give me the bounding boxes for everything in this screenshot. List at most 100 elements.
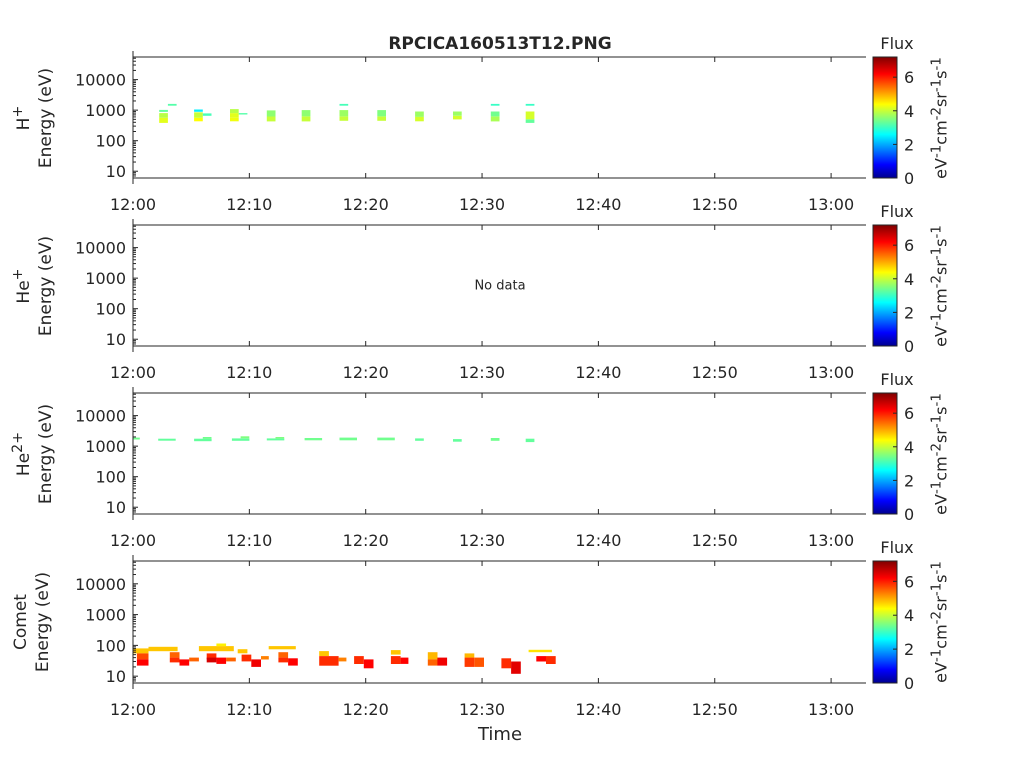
heatmap-cell <box>490 103 500 106</box>
colorbar-gradient <box>872 56 898 179</box>
panel-2: 12:00 12:10 12:20 12:30 12:40 12:50 13:00 10 100… <box>75 202 914 382</box>
colorbar-tick-label: 4 <box>904 102 914 121</box>
colorbar-unit-label: eV-1cm-2sr-1s-1 <box>929 561 951 683</box>
heatmap-cell <box>278 657 289 663</box>
colorbar-gradient <box>872 224 898 347</box>
x-tick-label: 12:00 <box>110 363 156 382</box>
heatmap-cell <box>339 437 357 441</box>
y-tick-label: 10 <box>106 498 126 517</box>
heatmap-cell <box>159 113 168 118</box>
heatmap-cell <box>437 657 448 666</box>
colorbar-unit-label: eV-1cm-2sr-1s-1 <box>929 56 951 179</box>
heatmap-cell <box>363 659 374 669</box>
y-axis-label: Comet Energy (eV) <box>10 572 54 672</box>
heatmap-cell <box>501 658 512 669</box>
colorbar-tick-label: 2 <box>904 640 914 659</box>
heatmap-cell <box>339 110 349 117</box>
colorbar-unit-label: eV-1cm-2sr-1s-1 <box>929 224 951 347</box>
x-tick-label: 13:00 <box>808 363 854 382</box>
colorbar-tick-label: 4 <box>904 438 914 457</box>
y-tick-label: 10 <box>106 667 126 686</box>
x-tick-label: 12:40 <box>575 363 621 382</box>
heatmap-cell <box>194 109 203 112</box>
x-tick-label: 12:30 <box>459 531 505 550</box>
heatmap-cell <box>525 119 535 123</box>
y-tick-label: 10000 <box>75 575 126 594</box>
heatmap-cell <box>319 656 339 666</box>
y-tick-label: 100 <box>95 636 126 655</box>
heatmap-cell <box>266 116 276 122</box>
heatmap-cell <box>377 116 386 121</box>
heatmap-cell <box>194 117 203 122</box>
colorbar-tick-label: 0 <box>904 505 914 524</box>
heatmap-cell <box>525 111 535 120</box>
x-tick-label: 12:20 <box>343 195 389 214</box>
x-tick-label: 12:30 <box>459 363 505 382</box>
x-tick-label: 12:30 <box>459 195 505 214</box>
y-tick-label: 1000 <box>85 437 126 456</box>
heatmap-cells <box>133 643 556 674</box>
heatmap-cell <box>377 437 395 441</box>
y-axis-label: He2+ Energy (eV) <box>7 403 57 503</box>
x-tick-label: 12:50 <box>692 195 738 214</box>
x-tick-label: 12:20 <box>343 363 389 382</box>
heatmap-cell <box>158 438 176 441</box>
heatmap-cell <box>202 113 212 116</box>
y-tick-label: 1000 <box>85 269 126 288</box>
colorbar-gradient <box>872 560 898 684</box>
heatmap-cell <box>275 437 285 439</box>
heatmap-cells <box>133 436 535 443</box>
y-tick-label: 100 <box>95 300 126 319</box>
y-tick-label: 10 <box>106 330 126 349</box>
heatmap-cell <box>148 646 178 652</box>
heatmap-cell <box>133 648 149 654</box>
colorbar-title: Flux <box>880 202 913 221</box>
x-tick-label: 12:50 <box>692 363 738 382</box>
x-tick-label: 12:00 <box>110 700 156 719</box>
colorbar-tick-label: 2 <box>904 471 914 490</box>
x-axis-label: Time <box>477 724 522 745</box>
heatmap-cell <box>216 657 227 664</box>
heatmap-cell <box>240 436 250 439</box>
colorbar-tick-label: 6 <box>904 404 914 423</box>
colorbar-tick-label: 2 <box>904 135 914 154</box>
x-tick-label: 12:10 <box>226 531 272 550</box>
x-tick-label: 12:50 <box>692 700 738 719</box>
no-data-text: No data <box>474 279 525 294</box>
heatmap-cell <box>427 652 438 660</box>
x-tick-label: 12:40 <box>575 700 621 719</box>
heatmap-cell <box>338 657 347 662</box>
colorbar-tick-label: 0 <box>904 674 914 693</box>
y-tick-label: 10 <box>106 162 126 181</box>
colorbar-title: Flux <box>880 538 913 557</box>
heatmap-cell <box>266 110 276 117</box>
heatmap-cell <box>251 659 261 667</box>
heatmap-cell <box>230 113 239 118</box>
x-tick-label: 12:00 <box>110 195 156 214</box>
x-tick-label: 12:20 <box>343 531 389 550</box>
heatmap-cell <box>198 646 234 652</box>
heatmap-cell <box>230 117 239 122</box>
heatmap-cell <box>136 653 149 660</box>
heatmap-cell <box>339 103 349 106</box>
panel-3: 12:00 12:10 12:20 12:30 12:40 12:50 13:00 10 100… <box>75 370 914 550</box>
heatmap-cell <box>464 657 475 667</box>
colorbar-tick-label: 4 <box>904 606 914 625</box>
heatmap-cell <box>528 649 552 653</box>
heatmap-cell <box>189 657 199 662</box>
colorbar-gradient <box>872 392 898 515</box>
colorbar-tick-label: 4 <box>904 270 914 289</box>
heatmap-cells <box>159 103 535 123</box>
heatmap-cell <box>511 661 521 674</box>
colorbar: Flux 0 2 4 6 <box>872 202 914 356</box>
heatmap-cell <box>278 652 289 658</box>
x-tick-label: 12:10 <box>226 195 272 214</box>
x-tick-label: 13:00 <box>808 700 854 719</box>
heatmap-cell <box>453 115 462 120</box>
x-tick-label: 12:40 <box>575 531 621 550</box>
heatmap-cell <box>453 111 462 116</box>
x-tick-label: 12:00 <box>110 531 156 550</box>
panels: 12:00 12:10 12:20 12:30 12:40 12:50 13:0010100… <box>75 34 914 719</box>
ion-label: H+ <box>10 105 34 130</box>
heatmap-cell <box>301 110 311 117</box>
